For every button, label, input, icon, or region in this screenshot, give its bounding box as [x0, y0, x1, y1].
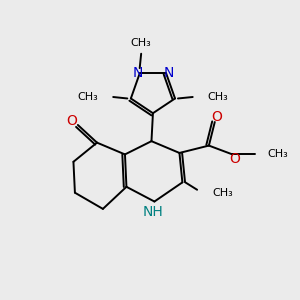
Text: O: O — [230, 152, 240, 166]
Text: O: O — [66, 114, 77, 128]
Text: CH₃: CH₃ — [213, 188, 233, 198]
Text: N: N — [133, 66, 143, 80]
Text: CH₃: CH₃ — [78, 92, 98, 102]
Text: CH₃: CH₃ — [207, 92, 228, 102]
Text: CH₃: CH₃ — [267, 149, 288, 159]
Text: CH₃: CH₃ — [131, 38, 152, 48]
Text: N: N — [164, 66, 174, 80]
Text: NH: NH — [142, 205, 163, 219]
Text: O: O — [212, 110, 223, 124]
